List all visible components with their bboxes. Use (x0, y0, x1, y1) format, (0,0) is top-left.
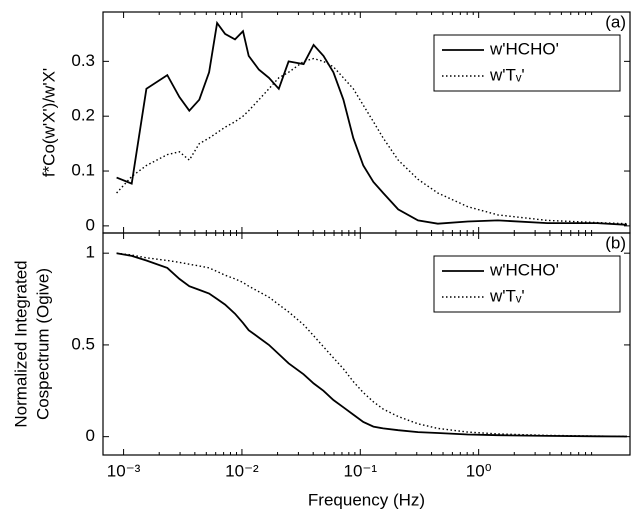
y-tick-label: 1 (86, 243, 95, 262)
x-tick-label: 10⁻³ (107, 461, 141, 480)
x-axis-label: Frequency (Hz) (308, 490, 425, 509)
legend-label: w'Tᵥ' (489, 65, 525, 84)
data-line (116, 20, 627, 226)
y-axis-label: Cospectrum (Ogive) (33, 268, 52, 420)
panel-annotation: (a) (605, 12, 626, 31)
plot-frame (102, 232, 631, 456)
data-line (116, 57, 627, 225)
y-tick-label: 0.2 (71, 106, 95, 125)
y-tick-label: 0 (86, 426, 95, 445)
x-tick-label: 10⁻¹ (344, 461, 378, 480)
y-tick-label: 0.5 (71, 334, 95, 353)
legend-label: w'HCHO' (489, 39, 559, 58)
data-line (116, 252, 627, 438)
y-axis-label: f*Co(w'X')/w'X' (39, 68, 58, 177)
x-tick-label: 10⁻² (225, 461, 259, 480)
panel-annotation: (b) (605, 233, 626, 252)
y-tick-label: 0 (86, 215, 95, 234)
legend-label: w'Tᵥ' (489, 286, 525, 305)
y-tick-label: 0.3 (71, 51, 95, 70)
x-tick-label: 10⁰ (466, 461, 492, 480)
legend-box (433, 255, 621, 313)
legend-box (433, 34, 621, 92)
y-axis-label: Normalized Integrated (11, 260, 30, 427)
y-tick-label: 0.1 (71, 161, 95, 180)
data-line (116, 252, 627, 437)
legend-label: w'HCHO' (489, 260, 559, 279)
